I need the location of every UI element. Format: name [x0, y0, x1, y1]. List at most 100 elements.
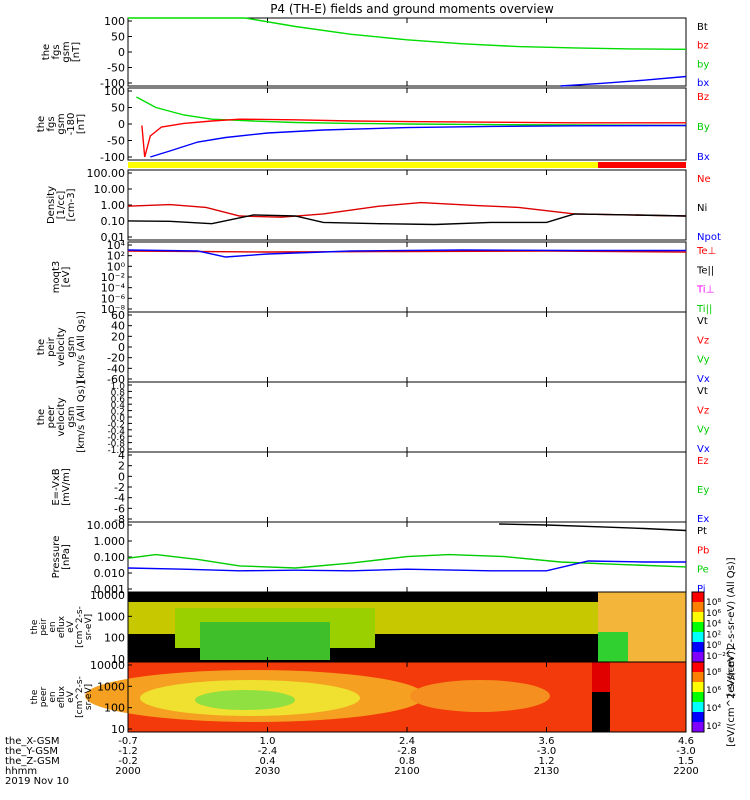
y-axis-label-line: the	[36, 339, 47, 355]
panel-frame	[127, 241, 687, 313]
legend-entry: Pe	[697, 565, 709, 576]
x-tick-label: -0.7	[118, 736, 138, 747]
legend-entry: Vx	[697, 374, 710, 385]
x-tick-label: -2.4	[258, 746, 278, 757]
colorbar-tick-label: 10⁻²	[706, 652, 726, 662]
y-tick-label: 10.000	[87, 519, 126, 532]
panel-frame	[127, 451, 687, 523]
y-axis-label-line: the	[41, 44, 52, 60]
y-tick-label: 0.8	[111, 388, 126, 398]
colorbar-label: [eV/(cm^2-s-sr-eV) (All Qs)]	[726, 557, 737, 696]
colorbar-segment	[692, 652, 704, 663]
y-tick-label: 10.00	[94, 183, 126, 196]
spec-gap-red	[592, 662, 610, 692]
legend-entry: Npot	[697, 232, 721, 243]
x-axis-row-label: the_X-GSM	[5, 736, 59, 747]
y-axis-label-line: gsm	[66, 336, 77, 357]
series-line-Ti	[127, 249, 686, 258]
y-tick-label: 10⁰	[107, 260, 126, 273]
y-tick-label: 10	[111, 723, 125, 736]
y-axis-label-line: en	[48, 621, 58, 632]
legend-entry: Ez	[697, 456, 709, 467]
y-axis-label-line: velocity	[56, 327, 67, 366]
legend-entry: Vz	[697, 405, 709, 416]
y-tick-label: 0.100	[94, 551, 126, 564]
y-tick-label: 0.4	[111, 401, 126, 411]
series-line-Te	[127, 250, 687, 253]
y-axis-label-line: [1/cc]	[56, 191, 67, 220]
series-line-Bz	[141, 118, 686, 158]
y-tick-label: -20	[107, 352, 125, 365]
y-tick-label: 100	[104, 702, 125, 715]
x-tick-label: 2030	[255, 766, 280, 777]
colorbar-segment	[692, 602, 704, 613]
y-axis-label-line: gsm	[66, 406, 77, 427]
legend-entry: Ti⊥	[696, 285, 714, 296]
legend-entry: Vz	[697, 335, 709, 346]
y-axis-label-line: [cm^2-s-	[75, 606, 85, 648]
y-tick-label: 0	[118, 118, 125, 131]
colorbar-segment	[692, 702, 704, 713]
colorbar-segment	[692, 592, 704, 603]
colorbar-segment	[692, 672, 704, 683]
x-tick-label: 2130	[534, 766, 559, 777]
y-axis-label-line: peir	[46, 336, 57, 356]
y-tick-label: 0	[118, 470, 125, 483]
series-line-bx	[560, 75, 687, 87]
panel-frame	[127, 311, 687, 383]
y-tick-label: 100	[104, 85, 125, 98]
x-tick-label: 1.0	[260, 736, 276, 747]
y-axis-label-line: en	[48, 691, 58, 702]
y-tick-label: 10⁻⁸	[101, 303, 126, 316]
y-tick-label: 0.01	[101, 231, 126, 244]
panel-10: 10⁸ 10⁶ 10⁴ 10² [eV/(cm^2-s-sr-eV)] 10000 1000…	[30, 647, 737, 747]
series-line-Pi	[127, 560, 686, 572]
y-tick-label: -40	[107, 362, 125, 375]
y-tick-label: 10⁻⁶	[101, 292, 126, 305]
panel-2: 100 50 0 -50 -100 the fgs gsm -180 [nT] Bz By Bx	[36, 85, 710, 164]
y-tick-label: 100	[104, 15, 125, 28]
spec-glow-core	[195, 690, 295, 710]
y-axis-label-line: -180	[66, 113, 77, 136]
y-axis-label-line: fgs	[51, 44, 62, 59]
y-tick-label: 40	[111, 320, 125, 333]
y-axis-label-line: moqt3	[51, 261, 62, 294]
y-axis-label-line: eflux	[57, 685, 67, 708]
legend-entry: By	[697, 122, 710, 133]
y-tick-label: 10	[111, 653, 125, 666]
y-tick-label: 0.0	[111, 414, 126, 424]
y-axis-label-line: gsm	[61, 41, 72, 62]
y-axis-label-line: sr-eV]	[84, 684, 94, 710]
x-tick-label: 2000	[115, 766, 140, 777]
colorbar-segment	[692, 662, 704, 673]
y-axis-label-line: the	[30, 619, 40, 634]
mode-bar-yellow	[128, 162, 598, 168]
y-tick-label: 10000	[90, 589, 125, 602]
y-axis-label-line: the	[36, 116, 47, 132]
y-axis-label-line: the	[30, 689, 40, 704]
y-axis-label-line: [km/s (All Qs)]	[76, 311, 87, 383]
colorbar-segment	[692, 632, 704, 643]
y-tick-label: 0	[118, 46, 125, 59]
x-tick-label: 0.4	[260, 756, 276, 767]
y-tick-label: -0.6	[107, 433, 125, 443]
y-tick-label: -1.0	[107, 446, 125, 456]
y-tick-label: 1000	[97, 610, 125, 623]
y-tick-label: 0.2	[111, 408, 125, 418]
y-axis-label-line: E=-VxB	[51, 468, 62, 505]
spec-glow-right	[410, 680, 550, 712]
y-axis-label-line: eV	[66, 620, 76, 633]
panel-1: 100 50 0 -50 -100 the fgs gsm [nT] Bt bz by bx	[41, 15, 709, 90]
y-tick-label: 0.010	[94, 567, 126, 580]
x-tick-label: 4.6	[678, 736, 694, 747]
y-tick-label: 10²	[107, 250, 125, 263]
colorbar-segment	[692, 622, 704, 633]
spec-band-low	[200, 622, 330, 660]
y-tick-label: -100	[100, 151, 125, 164]
y-axis-label-line: [eV]	[61, 267, 72, 288]
y-tick-label: -4	[114, 492, 125, 505]
y-tick-label: 0.001	[94, 583, 126, 596]
y-tick-label: -0.4	[107, 427, 125, 437]
